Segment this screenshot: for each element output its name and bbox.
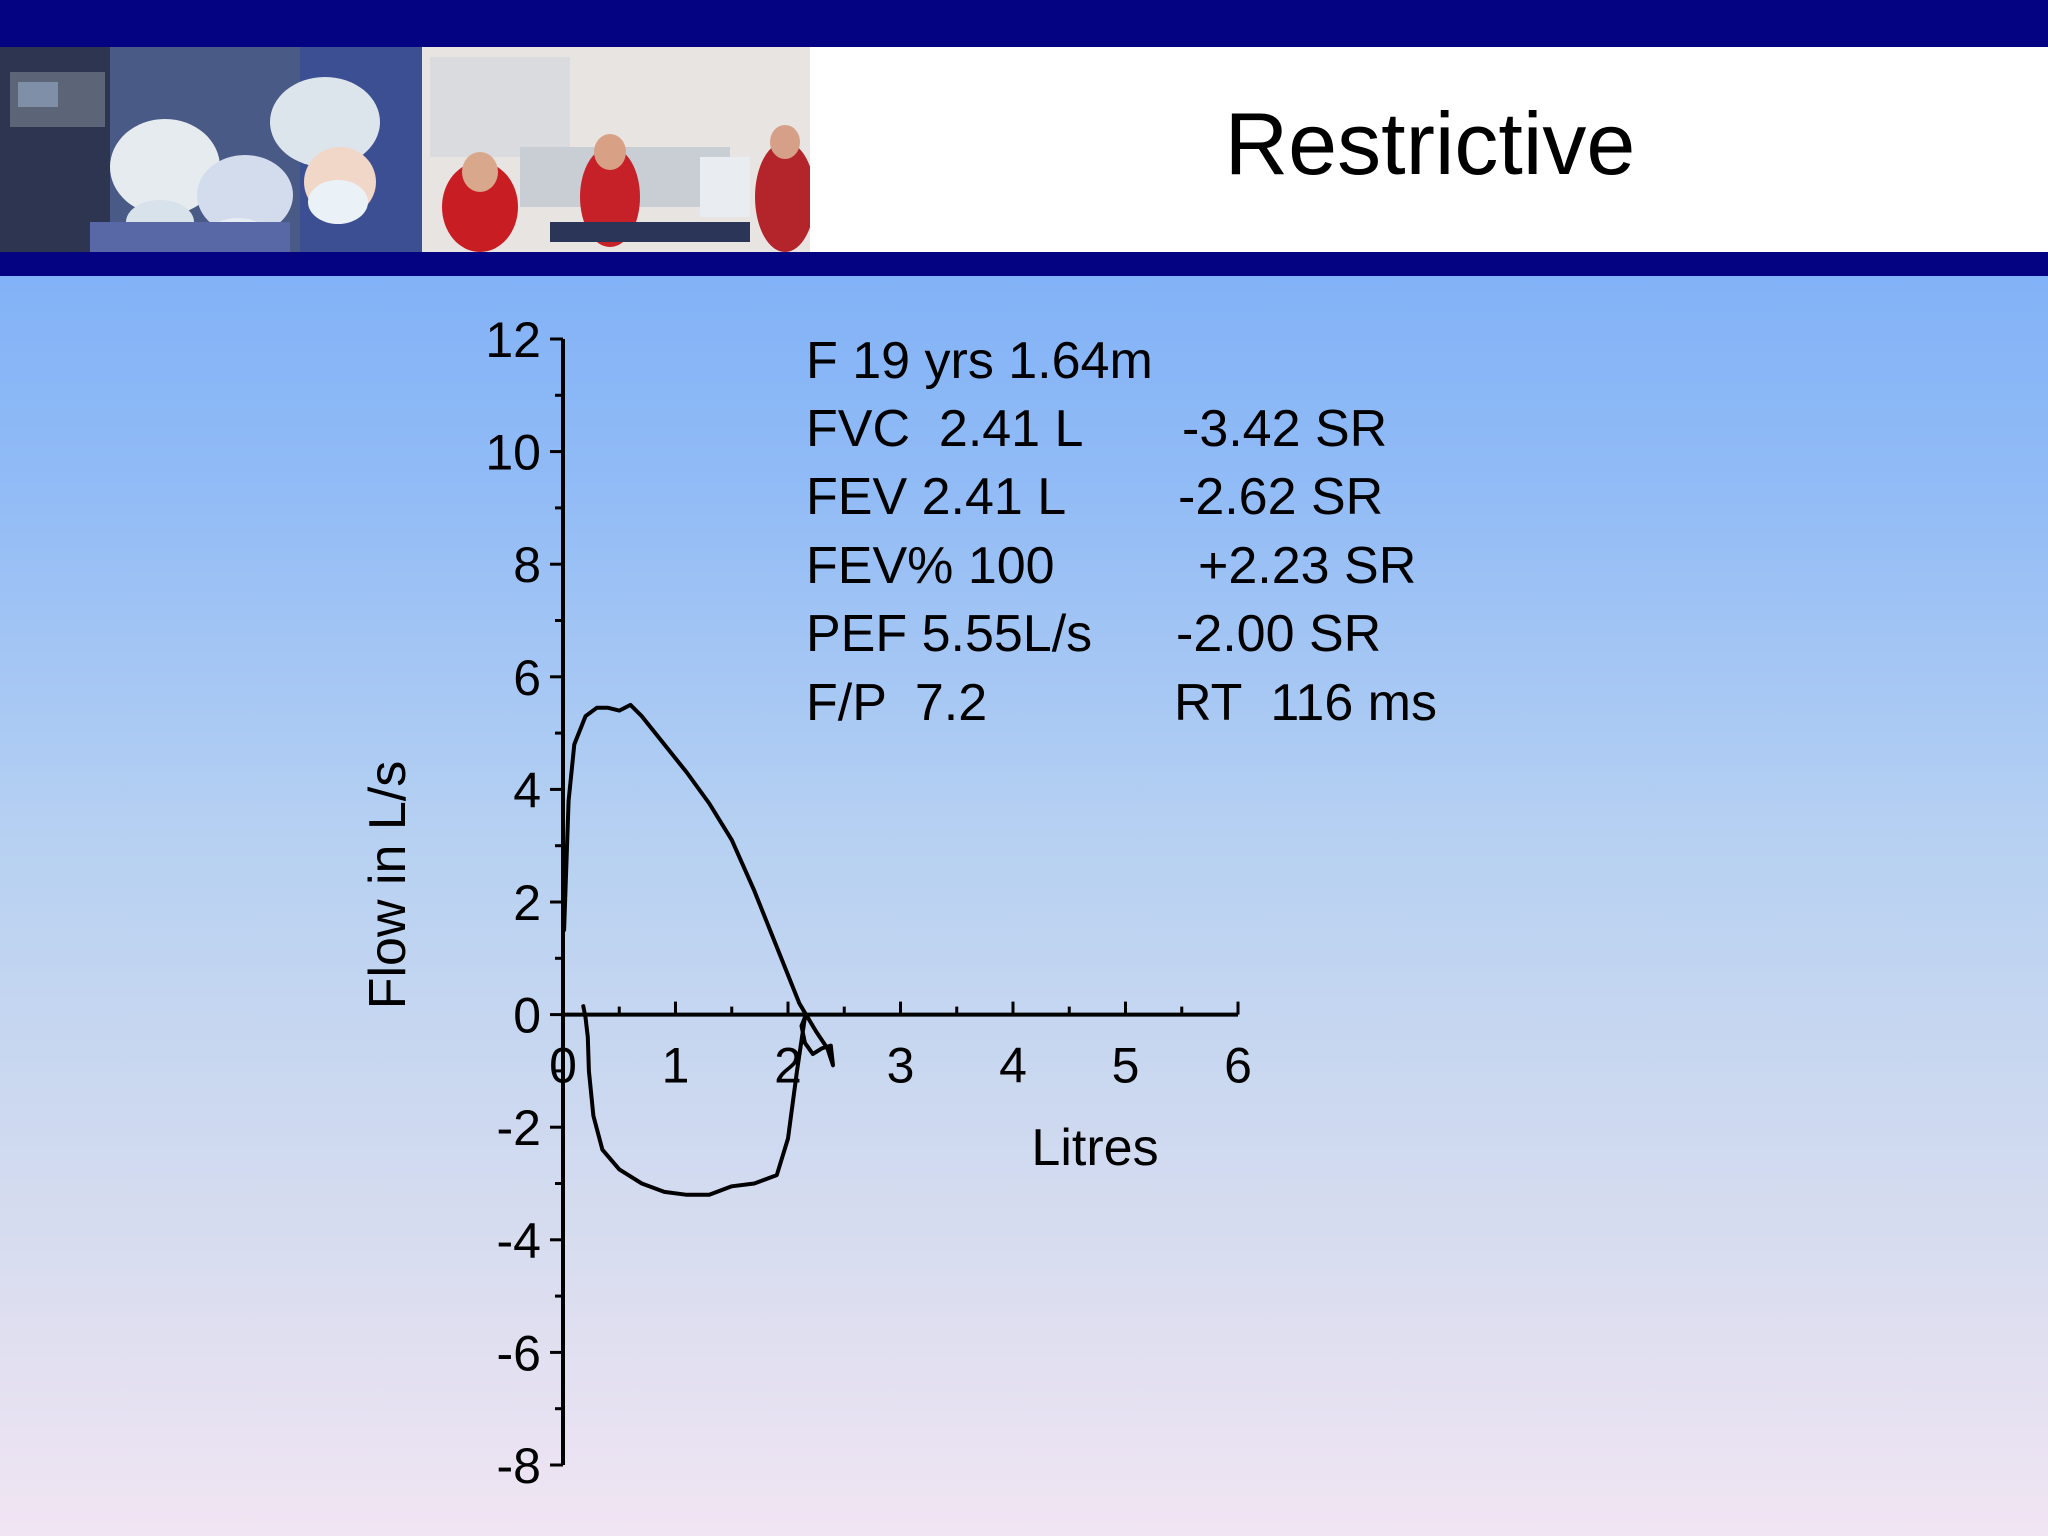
x-axis-title: Litres bbox=[1031, 1119, 1158, 1177]
fev-percent-label: FEV% 100 bbox=[806, 537, 1055, 595]
chart-ticks bbox=[550, 337, 1240, 1467]
pef-label: PEF 5.55L/s bbox=[806, 605, 1093, 663]
header-photo-strip bbox=[0, 47, 810, 252]
y-tick-label: 6 bbox=[513, 650, 541, 706]
y-tick-label: 0 bbox=[513, 988, 541, 1044]
pef-value: -2.00 SR bbox=[1176, 605, 1382, 663]
flow-volume-loop-line bbox=[562, 702, 835, 1197]
x-tick-label: 0 bbox=[549, 1038, 577, 1094]
top-title-bar bbox=[0, 0, 2048, 47]
fp-label: F/P 7.2 bbox=[806, 674, 988, 732]
fev-value: -2.62 SR bbox=[1178, 468, 1384, 526]
y-tick-label: 10 bbox=[485, 425, 541, 481]
slide-title: Restrictive bbox=[1224, 94, 1636, 193]
patient-info: F 19 yrs 1.64m bbox=[806, 332, 1153, 390]
y-tick-label: -4 bbox=[497, 1213, 541, 1269]
fvc-label: FVC 2.41 L bbox=[806, 400, 1084, 458]
fev-label: FEV 2.41 L bbox=[806, 468, 1067, 526]
x-tick-label: 1 bbox=[662, 1038, 690, 1094]
y-tick-label: -6 bbox=[497, 1325, 541, 1381]
y-tick-label: 2 bbox=[513, 875, 541, 931]
x-tick-label: 3 bbox=[887, 1038, 915, 1094]
y-axis-title: Flow in L/s bbox=[359, 761, 417, 1010]
emergency-stretcher-photo bbox=[422, 47, 810, 252]
x-tick-label: 5 bbox=[1112, 1038, 1140, 1094]
y-tick-label: 8 bbox=[513, 537, 541, 593]
fvc-value: -3.42 SR bbox=[1182, 400, 1388, 458]
y-tick-label: 4 bbox=[513, 762, 541, 818]
y-tick-label: -8 bbox=[497, 1438, 541, 1494]
surgeons-photo bbox=[0, 47, 422, 252]
x-tick-label: 4 bbox=[999, 1038, 1027, 1094]
rt-value: RT 116 ms bbox=[1174, 674, 1437, 732]
y-tick-label: -2 bbox=[497, 1100, 541, 1156]
header-underline-bar bbox=[0, 252, 2048, 276]
y-tick-label: 12 bbox=[485, 312, 541, 368]
fev-percent-value: +2.23 SR bbox=[1198, 537, 1417, 595]
x-tick-label: 6 bbox=[1224, 1038, 1252, 1094]
